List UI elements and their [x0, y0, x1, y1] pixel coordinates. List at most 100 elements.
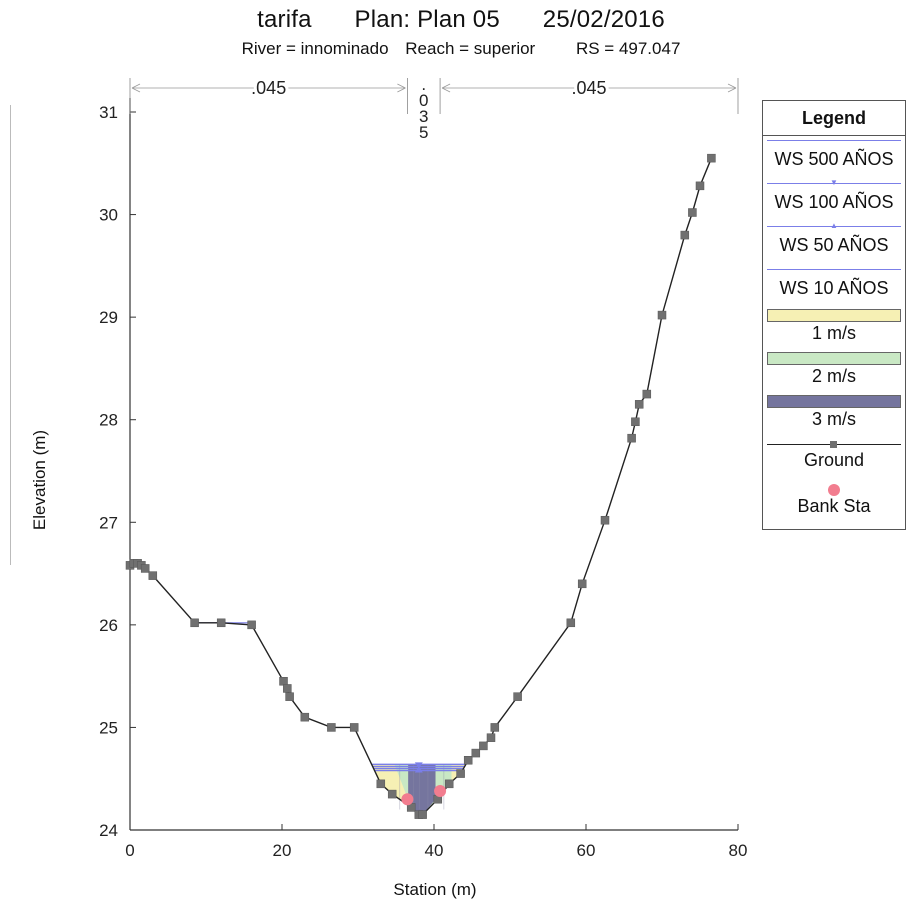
ground-point: [513, 692, 522, 701]
ground-point: [486, 733, 496, 742]
legend-item: 2 m/s: [763, 351, 905, 394]
ground-point: [247, 620, 256, 630]
manning-left-span-arrow: [397, 83, 406, 93]
y-axis-label: Elevation (m): [30, 429, 49, 531]
legend-label: WS 50 AÑOS: [779, 235, 889, 255]
river-station-label: RS = 497.047: [575, 39, 681, 58]
y-tick-label: 31: [99, 103, 118, 122]
ground-point: [279, 677, 288, 686]
velocity-3ms-area: [408, 764, 436, 815]
x-axis-label: Station (m): [393, 880, 477, 899]
legend-item: ▲ WS 50 AÑOS: [763, 221, 905, 265]
manning-channel-char: 5: [419, 123, 428, 142]
ground-point: [463, 756, 473, 765]
ground-point: [642, 389, 652, 399]
bank-station-marker: [401, 793, 414, 806]
ground-point: [479, 741, 488, 751]
ground-point: [490, 723, 500, 732]
x-tick-label: 20: [273, 841, 292, 860]
legend-symbol: ▲: [767, 221, 901, 230]
legend-label: WS 100 AÑOS: [774, 192, 894, 212]
project-name: tarifa: [257, 6, 312, 33]
x-tick-label: 0: [125, 841, 134, 860]
legend-label: Bank Sta: [797, 496, 871, 516]
ground-point: [190, 618, 199, 628]
legend-marker: [830, 441, 837, 448]
ground-point: [657, 310, 667, 320]
ground-point: [631, 417, 640, 427]
legend-symbol: ▼: [767, 178, 901, 187]
manning-left-span-arrow: [131, 83, 141, 93]
y-tick-label: 24: [99, 821, 118, 840]
ground-point: [456, 769, 465, 778]
legend-symbol: [767, 140, 901, 141]
ground-point: [627, 433, 636, 443]
ground-point: [285, 692, 294, 701]
manning-channel-char: .: [421, 75, 426, 94]
ground-point: [283, 684, 292, 693]
y-tick-label: 27: [99, 513, 118, 532]
legend-title: Legend: [763, 101, 905, 136]
manning-right-span-arrow: [727, 83, 737, 93]
legend-symbol: [767, 352, 901, 365]
legend-label: WS 500 AÑOS: [774, 149, 894, 169]
y-tick-label: 30: [99, 206, 118, 225]
legend-item: WS 500 AÑOS: [763, 136, 905, 179]
ground-point: [148, 571, 158, 580]
legend-symbol: [828, 484, 840, 496]
legend-marker: ▼: [830, 178, 838, 187]
ground-point: [688, 208, 697, 217]
ground-point: [300, 712, 310, 722]
legend-item: WS 10 AÑOS: [763, 265, 905, 308]
ground-point: [566, 618, 576, 628]
left-edge-strip: [0, 105, 11, 565]
ground-point: [418, 810, 427, 819]
bank-station-marker: [434, 785, 447, 798]
manning-channel-char: 0: [419, 91, 428, 110]
legend-item: 1 m/s: [763, 308, 905, 351]
reach-label: Reach = superior: [405, 39, 536, 58]
y-tick-label: 29: [99, 308, 118, 327]
legend-label: 1 m/s: [811, 323, 856, 343]
ground-point: [471, 748, 481, 758]
chart-subtitle: River = innominado Reach = superior RS =…: [0, 39, 922, 59]
ground-point: [216, 618, 226, 628]
legend-symbol: [767, 269, 901, 270]
legend-symbol: [767, 309, 901, 322]
legend-label: WS 10 AÑOS: [779, 278, 889, 298]
manning-channel-char: 3: [419, 107, 428, 126]
legend-item: Bank Sta: [763, 480, 905, 523]
y-tick-label: 26: [99, 616, 118, 635]
legend-label: 3 m/s: [811, 409, 856, 429]
legend-symbol: [767, 441, 901, 448]
ground-point: [444, 779, 454, 789]
ground-point: [387, 789, 397, 799]
x-tick-label: 60: [577, 841, 596, 860]
x-tick-label: 40: [425, 841, 444, 860]
ground-point: [680, 230, 690, 240]
legend: Legend WS 500 AÑOS ▼ WS 100 AÑOS ▲ WS 50 AÑO…: [762, 100, 906, 530]
y-tick-label: 25: [99, 718, 118, 737]
ground-point: [349, 723, 359, 732]
ground-point: [577, 579, 587, 589]
ground-point: [707, 153, 716, 163]
manning-right-span-arrow: [441, 83, 451, 93]
manning-left-label: .045: [251, 78, 286, 98]
legend-item: ▼ WS 100 AÑOS: [763, 178, 905, 222]
ground-point: [376, 779, 386, 789]
ground-point: [695, 181, 705, 191]
legend-item: Ground: [763, 437, 905, 480]
legend-label: Ground: [803, 450, 865, 470]
ground-line: [129, 157, 713, 816]
ground-point: [327, 723, 336, 732]
ground-point: [600, 515, 610, 525]
legend-items: WS 500 AÑOS ▼ WS 100 AÑOS ▲ WS 50 AÑOS WS 10 …: [763, 136, 905, 523]
legend-symbol: [767, 395, 901, 408]
legend-label: 2 m/s: [811, 366, 856, 386]
legend-marker: ▲: [830, 221, 838, 230]
ground-point: [140, 564, 150, 573]
plan-name: Plan: Plan 05: [354, 6, 500, 33]
x-tick-label: 80: [729, 841, 748, 860]
